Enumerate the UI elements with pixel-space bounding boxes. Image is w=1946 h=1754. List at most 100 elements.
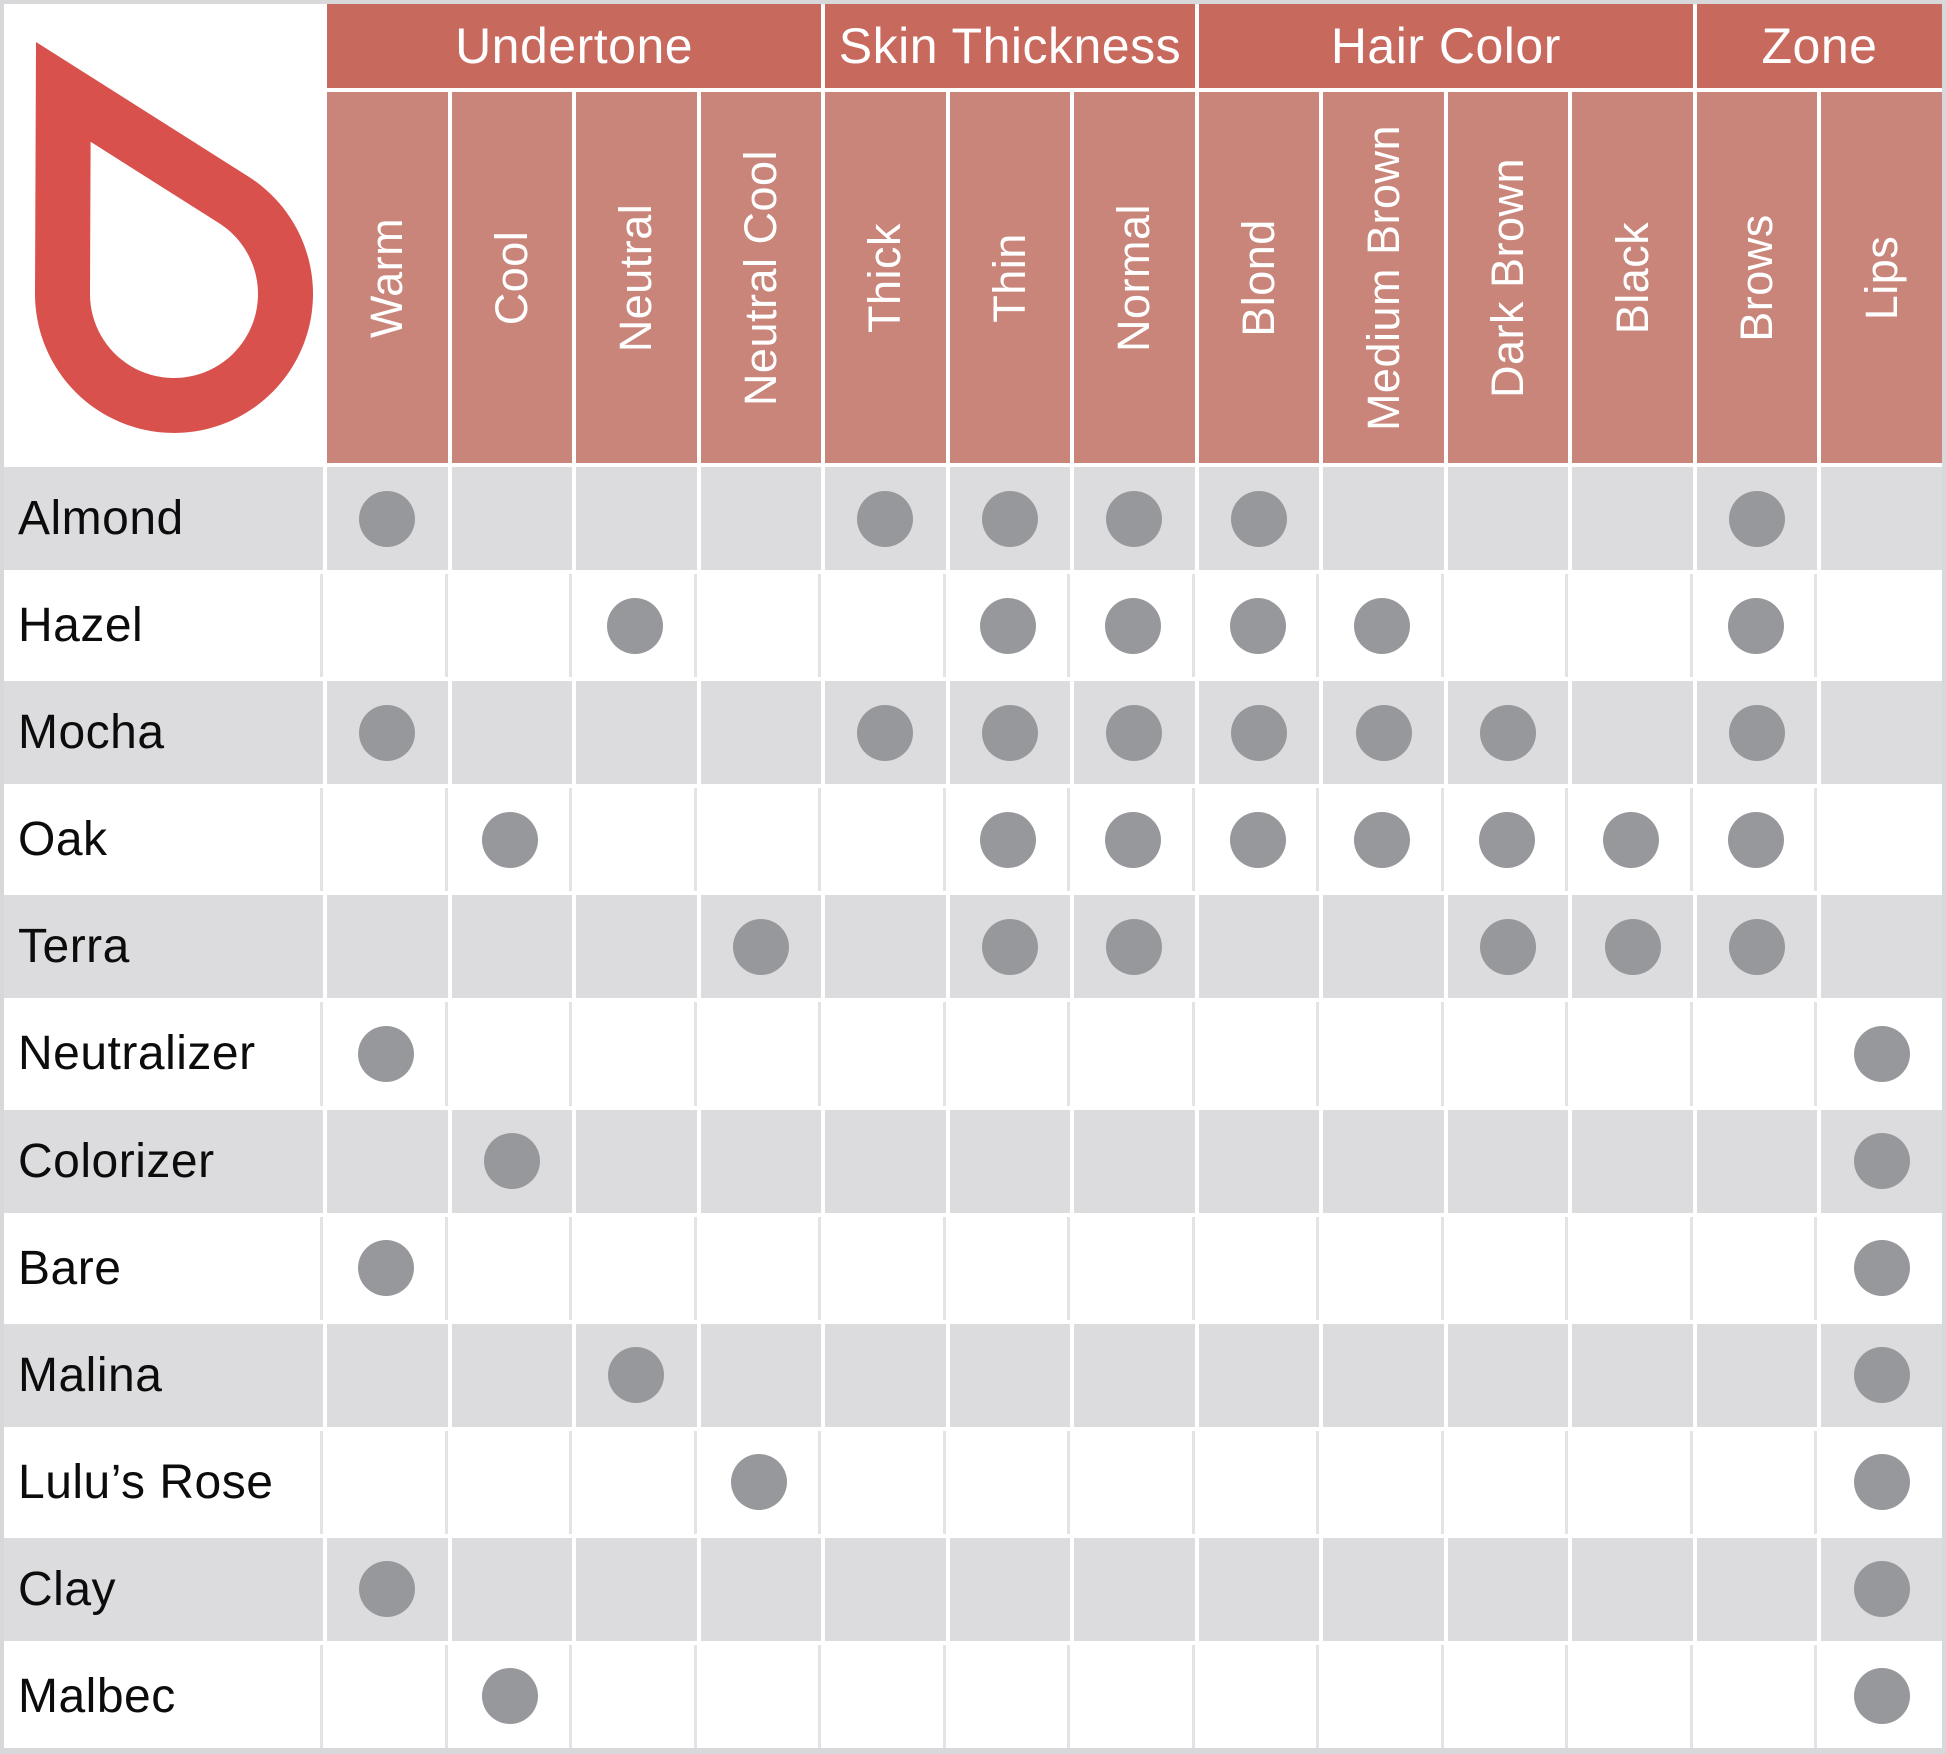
matrix-cell-hazel-neutral [576,574,697,678]
matrix-cell-terra-black [1572,895,1693,999]
matrix-cell-mocha-thick [825,681,946,785]
matrix-cell-mocha-warm [327,681,448,785]
matrix-cell-oak-neutral-cool [700,788,822,892]
matrix-cell-bare-neutral [576,1216,697,1320]
matrix-cell-malina-neutral-cool [700,1323,822,1427]
matrix-cell-malina-dark-brown [1447,1323,1569,1427]
mark-dot [1480,704,1537,761]
matrix-cell-oak-medium-brown [1323,788,1444,892]
matrix-cell-oak-thin [949,788,1071,892]
matrix-cell-terra-cool [451,895,573,999]
matrix-cell-mocha-neutral-cool [700,681,822,785]
column-header-normal: Normal [1074,92,1195,463]
matrix-cell-lulu-s-rose-neutral [576,1430,697,1534]
mark-dot [1229,597,1286,654]
matrix-cell-terra-warm [327,895,448,999]
matrix-cell-hazel-dark-brown [1447,574,1569,678]
matrix-cell-malbec-lips [1821,1644,1942,1748]
matrix-cell-mocha-brows [1696,681,1818,785]
mark-dot [857,490,914,547]
mark-dot [482,811,539,868]
mark-dot [1727,597,1784,654]
row-label-lulu-s-rose: Lulu’s Rose [4,1430,323,1534]
mark-dot [1480,918,1537,975]
matrix-cell-malbec-neutral [576,1644,697,1748]
matrix-cell-malbec-dark-brown [1447,1644,1569,1748]
mark-dot [1853,1347,1910,1404]
column-header-dark-brown: Dark Brown [1447,92,1569,463]
matrix-cell-lulu-s-rose-dark-brown [1447,1430,1569,1534]
mark-dot [359,1561,416,1618]
matrix-cell-oak-cool [451,788,573,892]
matrix-cell-hazel-black [1572,574,1693,678]
matrix-cell-terra-thin [949,895,1071,999]
column-header-label: Cool [485,230,537,325]
mark-dot [857,704,914,761]
matrix-cell-neutralizer-medium-brown [1323,1002,1444,1106]
matrix-cell-hazel-thin [949,574,1071,678]
matrix-cell-bare-blond [1198,1216,1320,1320]
mark-dot [981,490,1038,547]
matrix-cell-almond-brows [1696,467,1818,571]
mark-dot [1355,704,1412,761]
matrix-cell-almond-cool [451,467,573,571]
matrix-cell-almond-medium-brown [1323,467,1444,571]
column-header-label: Thick [859,222,911,333]
matrix-cell-colorizer-brows [1696,1109,1818,1213]
drop-logo-icon [35,42,313,433]
matrix-cell-bare-warm [327,1216,448,1320]
matrix-cell-mocha-neutral [576,681,697,785]
mark-dot [1729,490,1786,547]
mark-dot [1231,490,1288,547]
column-group-skin-thickness: Skin Thickness [825,4,1195,88]
matrix-cell-hazel-neutral-cool [700,574,822,678]
row-label-bare: Bare [4,1216,323,1320]
matrix-cell-malbec-normal [1074,1644,1195,1748]
row-label-oak: Oak [4,788,323,892]
matrix-cell-malbec-brows [1696,1644,1818,1748]
matrix-cell-lulu-s-rose-neutral-cool [700,1430,822,1534]
column-header-thin: Thin [949,92,1071,463]
matrix-cell-oak-thick [825,788,946,892]
matrix-cell-oak-black [1572,788,1693,892]
matrix-cell-malina-lips [1821,1323,1942,1427]
matrix-cell-almond-neutral-cool [700,467,822,571]
matrix-cell-lulu-s-rose-normal [1074,1430,1195,1534]
matrix-cell-terra-neutral [576,895,697,999]
column-header-label: Blond [1233,218,1285,337]
matrix-cell-terra-normal [1074,895,1195,999]
matrix-cell-terra-blond [1198,895,1320,999]
matrix-cell-mocha-cool [451,681,573,785]
matrix-cell-malbec-blond [1198,1644,1320,1748]
matrix-cell-mocha-lips [1821,681,1942,785]
matrix-cell-bare-lips [1821,1216,1942,1320]
matrix-cell-colorizer-black [1572,1109,1693,1213]
matrix-cell-hazel-normal [1074,574,1195,678]
mark-dot [1106,704,1163,761]
matrix-cell-neutralizer-dark-brown [1447,1002,1569,1106]
matrix-cell-malina-thin [949,1323,1071,1427]
matrix-cell-almond-warm [327,467,448,571]
column-header-label: Neutral [610,203,662,352]
matrix-cell-neutralizer-neutral [576,1002,697,1106]
matrix-cell-malbec-thin [949,1644,1071,1748]
matrix-cell-clay-medium-brown [1323,1537,1444,1641]
matrix-cell-terra-neutral-cool [700,895,822,999]
matrix-cell-colorizer-lips [1821,1109,1942,1213]
mark-dot [1853,1561,1910,1618]
row-label-malbec: Malbec [4,1644,323,1748]
mark-dot [981,704,1038,761]
matrix-cell-hazel-brows [1696,574,1818,678]
matrix-cell-malina-medium-brown [1323,1323,1444,1427]
matrix-cell-neutralizer-lips [1821,1002,1942,1106]
matrix-cell-bare-cool [451,1216,573,1320]
matrix-cell-bare-dark-brown [1447,1216,1569,1320]
mark-dot [1853,1668,1910,1725]
matrix-cell-clay-normal [1074,1537,1195,1641]
row-label-malina: Malina [4,1323,323,1427]
matrix-cell-malbec-neutral-cool [700,1644,822,1748]
column-header-lips: Lips [1821,92,1942,463]
column-header-neutral: Neutral [576,92,697,463]
matrix-cell-oak-normal [1074,788,1195,892]
